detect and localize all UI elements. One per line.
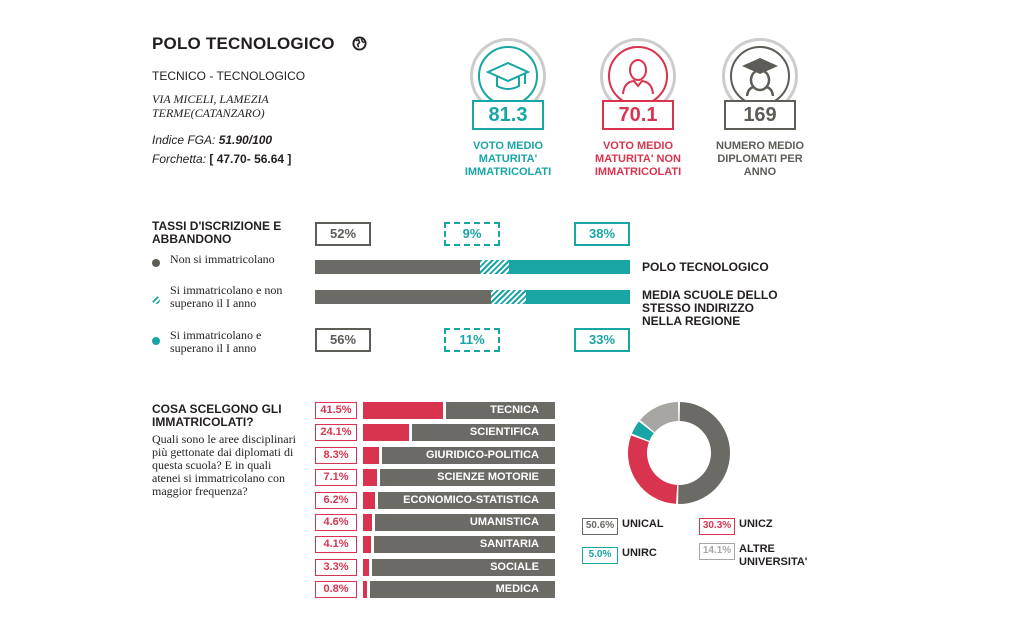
area-pct: 0.8% <box>315 581 357 599</box>
area-bar <box>363 402 443 419</box>
bar-segment-superano <box>526 290 630 304</box>
area-row: 8.3% GIURIDICO-POLITICA <box>315 446 555 464</box>
donut-slice <box>631 421 654 441</box>
area-label: MEDICA <box>370 581 555 599</box>
legend-superano: Si immatricolano e superano il I anno <box>170 328 262 355</box>
stat-label: VOTO MEDIO MATURITA' NON IMMATRICOLATI <box>594 140 682 178</box>
area-bar <box>363 424 410 442</box>
area-label: ECONOMICO-STATISTICA <box>377 491 555 509</box>
area-label: SCIENTIFICA <box>412 424 555 442</box>
person-icon <box>622 59 654 95</box>
universities-donut-chart <box>628 402 731 505</box>
legend-dot-teal <box>152 337 160 345</box>
legend-dot-gray <box>152 259 160 267</box>
area-label: UMANISTICA <box>374 514 555 531</box>
stat-value: 169 <box>724 100 796 130</box>
area-bar <box>363 491 375 509</box>
stat-value: 81.3 <box>472 100 544 130</box>
region-bar-label: MEDIA SCUOLE DELLO STESSO INDIRIZZO NELL… <box>642 288 778 328</box>
legend-non-superano: Si immatricolano e non superano il I ann… <box>170 283 283 310</box>
area-bar <box>363 446 379 464</box>
globe-icon[interactable] <box>352 36 367 51</box>
region-pct-superano: 33% <box>574 328 630 352</box>
school-pct-abbandono: 9% <box>444 222 500 246</box>
area-pct: 6.2% <box>315 491 357 509</box>
area-pct: 4.1% <box>315 536 357 554</box>
bar-segment-abbandono <box>480 260 510 274</box>
region-pct-abbandono: 11% <box>444 328 500 352</box>
stat-value: 70.1 <box>602 100 674 130</box>
area-row: 4.6% UMANISTICA <box>315 514 555 531</box>
legend-altre: 14.1% ALTRE UNIVERSITA' <box>699 543 829 569</box>
area-row: 41.5% TECNICA <box>315 402 555 419</box>
area-pct: 7.1% <box>315 469 357 487</box>
fga-index: Indice FGA: 51.90/100 <box>152 133 273 147</box>
area-row: 0.8% MEDICA <box>315 581 555 599</box>
area-bar <box>363 581 367 599</box>
school-type: TECNICO - TECNOLOGICO <box>152 69 306 83</box>
region-pct-non: 56% <box>315 328 371 352</box>
stat-label: NUMERO MEDIO DIPLOMATI PER ANNO <box>716 140 804 178</box>
school-stacked-bar <box>315 260 630 274</box>
enrollment-heading: TASSI D'ISCRIZIONE E ABBANDONO <box>152 219 282 246</box>
area-pct: 8.3% <box>315 446 357 464</box>
area-bar <box>363 514 372 531</box>
area-label: TECNICA <box>446 402 555 419</box>
area-row: 3.3% SOCIALE <box>315 558 555 576</box>
fga-range: Forchetta: [ 47.70- 56.64 ] <box>152 152 292 166</box>
school-address: VIA MICELI, LAMEZIA TERME(CATANZARO) <box>152 92 269 120</box>
legend-unicz: 30.3% UNICZ <box>699 518 773 535</box>
area-label: SOCIALE <box>372 558 555 576</box>
donut-slice <box>640 402 679 433</box>
school-bar-label: POLO TECNOLOGICO <box>642 260 769 274</box>
choices-heading: COSA SCELGONO GLI IMMATRICOLATI? <box>152 402 282 429</box>
area-row: 4.1% SANITARIA <box>315 536 555 554</box>
area-bar <box>363 469 377 487</box>
school-name: POLO TECNOLOGICO <box>152 34 335 53</box>
area-pct: 3.3% <box>315 558 357 576</box>
area-bar <box>363 558 370 576</box>
school-pct-superano: 38% <box>574 222 630 246</box>
legend-unirc: 5.0% UNIRC <box>582 547 657 564</box>
area-bar <box>363 536 371 554</box>
bar-segment-superano <box>509 260 630 274</box>
bar-segment-non <box>315 260 481 274</box>
region-stacked-bar <box>315 290 630 304</box>
bar-segment-non <box>315 290 492 304</box>
legend-non-immatricolano: Non si immatricolano <box>170 252 275 266</box>
area-pct: 41.5% <box>315 402 357 419</box>
area-pct: 4.6% <box>315 514 357 531</box>
donut-slice <box>628 435 678 504</box>
area-pct: 24.1% <box>315 424 357 442</box>
graduate-icon <box>742 58 778 97</box>
area-row: 6.2% ECONOMICO-STATISTICA <box>315 491 555 509</box>
stat-label: VOTO MEDIO MATURITA' IMMATRICOLATI <box>464 140 552 178</box>
graduation-cap-icon <box>485 61 531 90</box>
legend-dot-hatched <box>152 296 160 304</box>
area-row: 24.1% SCIENTIFICA <box>315 424 555 442</box>
area-label: SANITARIA <box>373 536 555 554</box>
area-label: GIURIDICO-POLITICA <box>382 446 555 464</box>
area-row: 7.1% SCIENZE MOTORIE <box>315 469 555 487</box>
legend-unical: 50.6% UNICAL <box>582 518 664 535</box>
school-pct-non: 52% <box>315 222 371 246</box>
donut-slice <box>678 402 731 505</box>
choices-question: Quali sono le aree disciplinari più gett… <box>152 432 296 498</box>
bar-segment-abbandono <box>491 290 527 304</box>
area-label: SCIENZE MOTORIE <box>379 469 555 487</box>
